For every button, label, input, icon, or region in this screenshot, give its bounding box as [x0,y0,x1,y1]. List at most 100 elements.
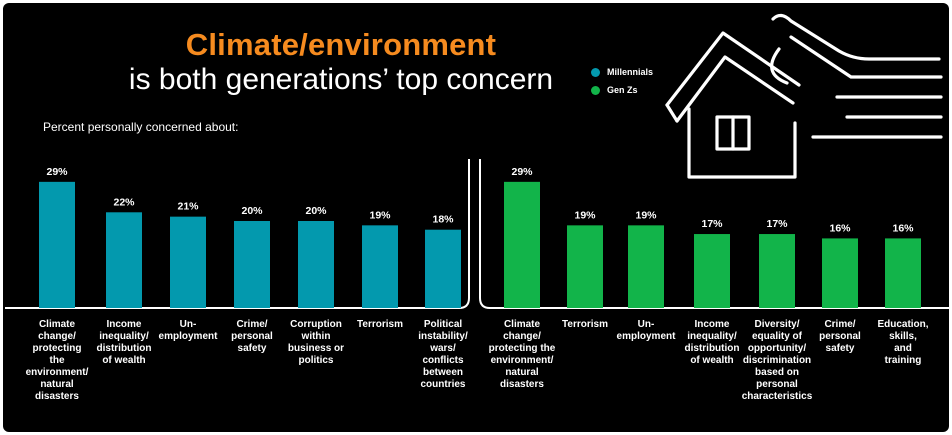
category-label-gen-zs-2: Un-employment [602,319,690,343]
bar-chart: 29% 22% 21% 20% 20% 19% 18% 29% 19% 19% 17% 17% 16% 1… [5,159,949,309]
category-label-gen-zs-0: Climate change/protecting the environment/… [478,319,566,391]
bar-gen-zs-2 [628,225,664,308]
category-label-line: the [49,355,65,366]
category-label-line: safety [825,343,855,354]
category-label-line: Education, [877,319,929,330]
category-label-line: Diversity/ [754,319,800,330]
category-label-line: environment/ [25,367,89,378]
category-label-line: between [422,367,463,378]
category-label-line: Corruption [290,319,342,330]
data-label-gen-zs-1: 19% [574,209,596,221]
category-label-millennials-1: Income inequality/distribution of wealth [80,319,168,367]
data-label-millennials-5: 19% [369,209,391,221]
category-label-line: politics [298,355,334,366]
category-label-line: instability/ [418,331,468,342]
category-label-line: natural [40,379,74,390]
category-label-line: Un- [179,319,197,330]
title-highlight: Climate/environment [185,27,497,62]
legend: Millennials Gen Zs [591,63,653,99]
category-label-line: natural [505,367,539,378]
category-label-line: personal [756,379,798,390]
category-label-line: equality of [751,331,802,342]
bar-gen-zs-1 [567,225,603,308]
category-label-line: of wealth [102,355,146,366]
house-with-wind-icon [665,13,943,179]
category-label-line: characteristics [741,391,813,402]
legend-swatch-millennials [591,67,600,77]
bar-gen-zs-5 [822,238,858,308]
category-label-line: based on [755,367,799,378]
data-label-gen-zs-3: 17% [701,218,723,230]
category-label-line: distribution [684,343,740,354]
category-label-line: Terrorism [562,319,608,330]
legend-swatch-gen-zs [591,85,600,95]
category-label-millennials-3: Crime/personal safety [208,319,296,355]
data-label-gen-zs-5: 16% [829,222,851,234]
category-label-line: Climate [503,319,541,330]
category-label-line: Income [106,319,142,330]
category-label-line: disasters [500,379,544,390]
category-label-millennials-0: Climate change/protecting the environment/n… [13,319,101,403]
data-label-millennials-6: 18% [432,214,454,226]
category-label-gen-zs-4: Diversity/equality of opportunity/discrim… [733,319,821,403]
category-label-line: personal [231,331,273,342]
category-label-gen-zs-1: Terrorism [541,319,629,331]
category-label-line: change/ [503,331,541,342]
bar-millennials-6 [425,229,461,308]
data-label-millennials-1: 22% [113,196,135,208]
category-label-line: business or [287,343,345,354]
legend-label-millennials: Millennials [607,67,654,77]
bar-millennials-1 [106,212,142,308]
category-label-line: personal [819,331,861,342]
category-label-line: environment/ [490,355,554,366]
category-label-gen-zs-6: Education, skills, and training [859,319,947,367]
bar-millennials-2 [170,216,206,308]
category-label-line: Crime/ [236,319,268,330]
category-label-line: safety [237,343,267,354]
category-label-line: skills, [889,331,917,342]
legend-label-gen-zs: Gen Zs [607,85,638,95]
category-label-line: disasters [35,391,79,402]
bar-millennials-3 [234,221,270,308]
category-label-line: employment [158,331,218,342]
axis-baseline-gen-zs [479,159,949,309]
category-label-line: of wealth [690,355,734,366]
bar-millennials-0 [39,181,75,308]
category-label-line: Income [694,319,730,330]
category-label-line: wars/ [430,343,456,354]
data-label-millennials-2: 21% [177,201,199,213]
category-label-line: protecting the [488,343,556,354]
category-label-line: Political [423,319,463,330]
category-label-millennials-2: Un-employment [144,319,232,343]
data-label-gen-zs-0: 29% [511,166,533,178]
category-label-line: conflicts [422,355,464,366]
category-label-gen-zs-5: Crime/personal safety [796,319,884,355]
category-label-line: Terrorism [357,319,403,330]
category-label-line: and [894,343,912,354]
bar-gen-zs-0 [504,181,540,308]
category-label-line: Crime/ [824,319,856,330]
category-label-line: training [884,355,922,366]
category-label-millennials-6: Political instability/wars/conflicts betwe… [399,319,487,391]
category-label-line: employment [616,331,676,342]
category-label-line: protecting [32,343,82,354]
category-label-line: countries [420,379,466,390]
category-label-line: change/ [38,331,76,342]
legend-item-gen-zs: Gen Zs [591,81,653,99]
bar-millennials-4 [298,221,334,308]
category-label-gen-zs-3: Income inequality/distribution of wealth [668,319,756,367]
category-label-line: discrimination [742,355,812,366]
category-label-line: inequality/ [99,331,149,342]
category-label-line: Un- [637,319,655,330]
category-label-millennials-4: Corruption within business or politics [272,319,360,367]
category-label-line: within [301,331,331,342]
bar-gen-zs-4 [759,234,795,308]
category-label-line: opportunity/ [747,343,807,354]
title: is both generations’ top concern [128,63,554,96]
data-label-gen-zs-6: 16% [892,222,914,234]
category-label-line: distribution [96,343,152,354]
bar-gen-zs-3 [694,234,730,308]
category-label-millennials-5: Terrorism [336,319,424,331]
category-label-line: inequality/ [687,331,737,342]
bar-millennials-5 [362,225,398,308]
